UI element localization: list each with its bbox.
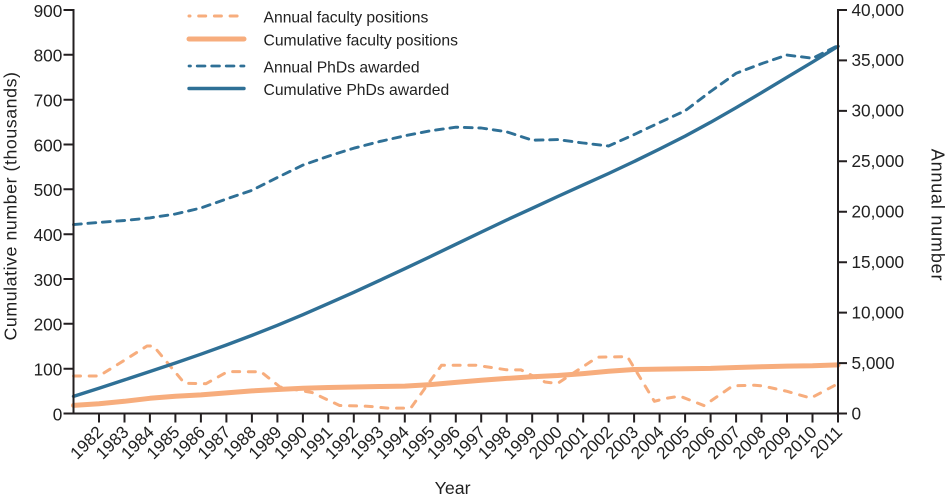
svg-text:10,000: 10,000 xyxy=(852,302,905,322)
svg-text:5,000: 5,000 xyxy=(852,353,895,373)
svg-text:200: 200 xyxy=(34,315,63,335)
svg-text:700: 700 xyxy=(34,91,63,111)
svg-text:Annual number: Annual number xyxy=(928,149,946,281)
svg-text:20,000: 20,000 xyxy=(852,202,905,222)
svg-text:400: 400 xyxy=(34,225,63,245)
svg-text:300: 300 xyxy=(34,270,63,290)
svg-text:500: 500 xyxy=(34,180,63,200)
svg-text:40,000: 40,000 xyxy=(852,0,905,20)
svg-text:900: 900 xyxy=(34,1,63,21)
svg-text:15,000: 15,000 xyxy=(852,252,905,272)
svg-text:Annual PhDs awarded: Annual PhDs awarded xyxy=(264,59,420,76)
svg-text:0: 0 xyxy=(852,403,862,423)
svg-text:0: 0 xyxy=(53,404,63,424)
svg-text:800: 800 xyxy=(34,46,63,66)
svg-text:100: 100 xyxy=(34,360,63,380)
svg-text:Cumulative number (thousands): Cumulative number (thousands) xyxy=(1,72,21,341)
svg-text:600: 600 xyxy=(34,135,63,155)
svg-text:30,000: 30,000 xyxy=(852,101,905,121)
svg-text:Cumulative PhDs awarded: Cumulative PhDs awarded xyxy=(264,82,450,99)
svg-text:Cumulative faculty positions: Cumulative faculty positions xyxy=(264,32,459,49)
svg-text:Annual faculty positions: Annual faculty positions xyxy=(264,9,429,26)
svg-text:35,000: 35,000 xyxy=(852,50,905,70)
svg-text:Year: Year xyxy=(435,478,471,498)
svg-text:25,000: 25,000 xyxy=(852,151,905,171)
